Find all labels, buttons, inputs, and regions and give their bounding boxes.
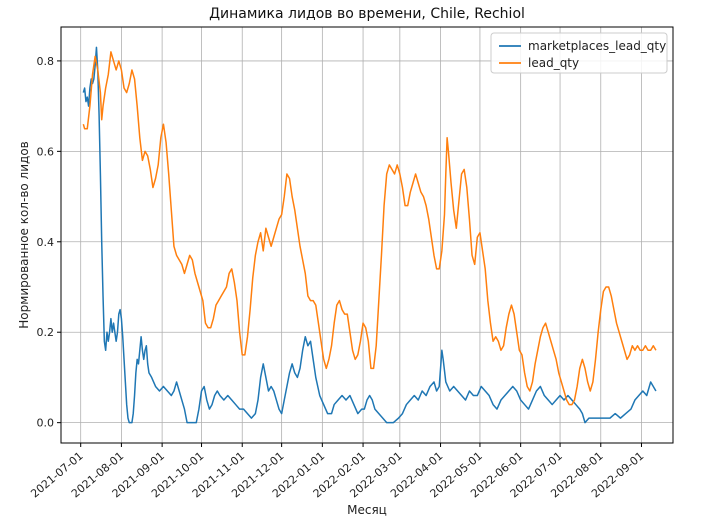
- x-axis-title: Месяц: [347, 503, 387, 517]
- chart-title: Динамика лидов во времени, Chile, Rechio…: [209, 6, 525, 22]
- series-lines: [82, 46, 657, 424]
- y-axis: 0.0 0.2 0.4 0.6 0.8: [37, 55, 61, 430]
- legend-label: lead_qty: [528, 56, 579, 70]
- series-line-lead-qty: [82, 51, 657, 406]
- y-axis-title: Нормированное кол-во лидов: [17, 141, 31, 328]
- y-tick-label: 0.8: [37, 55, 55, 68]
- legend-box: [490, 32, 668, 74]
- x-axis: 2021-07-012021-08-012021-09-012021-10-01…: [28, 443, 646, 500]
- legend: marketplaces_lead_qty lead_qty: [490, 32, 668, 74]
- grid-lines: [61, 27, 673, 443]
- legend-label: marketplaces_lead_qty: [528, 39, 666, 53]
- series-line-marketplaces-lead-qty: [82, 46, 657, 424]
- y-tick-label: 0.2: [37, 326, 55, 339]
- y-tick-label: 0.6: [37, 145, 55, 158]
- y-tick-label: 0.4: [37, 236, 55, 249]
- plot-area-frame: [60, 26, 674, 444]
- y-tick-label: 0.0: [37, 417, 55, 430]
